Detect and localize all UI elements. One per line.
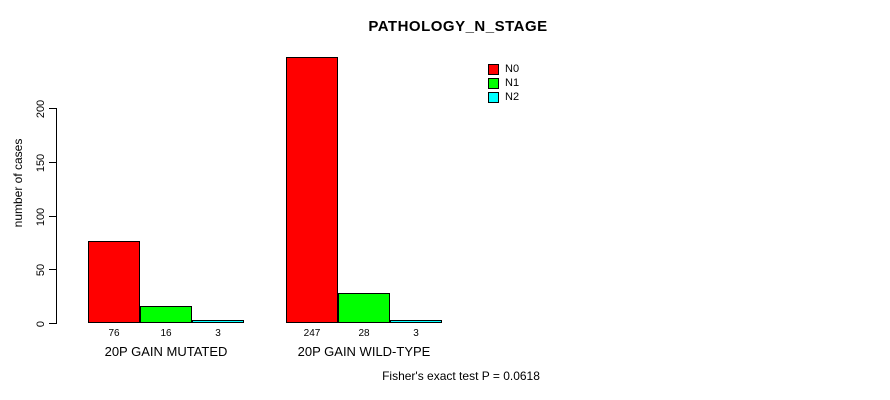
bar-value-label: 3 xyxy=(215,328,221,339)
bar-value-label: 28 xyxy=(358,328,370,339)
group-label-1: 20P GAIN MUTATED xyxy=(104,344,228,359)
y-tick-mark-50 xyxy=(49,269,56,270)
chart-title: PATHOLOGY_N_STAGE xyxy=(368,18,548,35)
bar-n1-group2 xyxy=(338,293,390,323)
y-tick-mark-0 xyxy=(49,323,56,324)
bar-value-label: 16 xyxy=(160,328,172,339)
legend-swatch-n0 xyxy=(488,63,499,75)
bar-value-label: 76 xyxy=(108,328,120,339)
legend-swatch-n1 xyxy=(488,77,499,89)
y-tick-label-0: 0 xyxy=(35,320,47,327)
y-axis-line xyxy=(56,108,57,324)
bar-n0-group1 xyxy=(88,241,140,323)
legend-label-n1: N1 xyxy=(505,76,520,89)
y-tick-mark-150 xyxy=(49,162,56,163)
y-tick-label-150: 150 xyxy=(35,153,47,172)
y-tick-label-50: 50 xyxy=(35,263,47,276)
y-tick-mark-100 xyxy=(49,216,56,217)
bar-value-label: 247 xyxy=(303,328,321,339)
bar-value-label: 3 xyxy=(413,328,419,339)
y-tick-label-100: 100 xyxy=(35,207,47,226)
bar-n0-group2 xyxy=(286,57,338,323)
legend: N0 N1 N2 xyxy=(488,62,519,104)
y-axis-label: number of cases xyxy=(11,138,25,228)
legend-item-n2: N2 xyxy=(488,90,519,104)
legend-item-n1: N1 xyxy=(488,76,519,90)
bar-n2-group2 xyxy=(390,320,442,323)
legend-item-n0: N0 xyxy=(488,62,519,76)
group-label-2: 20P GAIN WILD-TYPE xyxy=(297,344,431,359)
bar-n1-group1 xyxy=(140,306,192,323)
legend-label-n2: N2 xyxy=(505,90,520,103)
legend-label-n0: N0 xyxy=(505,62,520,75)
statistical-test-annotation: Fisher's exact test P = 0.0618 xyxy=(382,369,540,383)
legend-swatch-n2 xyxy=(488,91,499,103)
y-tick-label-200: 200 xyxy=(35,99,47,118)
bar-n2-group1 xyxy=(192,320,244,323)
y-tick-mark-200 xyxy=(49,108,56,109)
